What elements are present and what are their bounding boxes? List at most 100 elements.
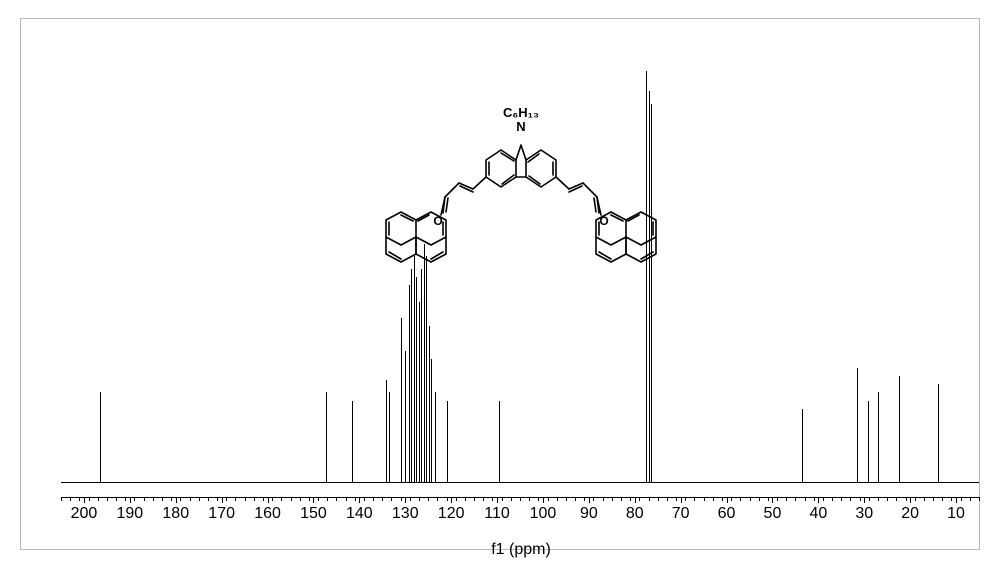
x-minor-tick	[180, 497, 181, 501]
x-minor-tick	[107, 497, 108, 501]
x-tick-mark	[864, 497, 865, 503]
x-minor-tick	[318, 497, 319, 501]
x-minor-tick	[410, 497, 411, 501]
x-minor-tick	[79, 497, 80, 501]
peak	[857, 368, 858, 483]
x-minor-tick	[245, 497, 246, 501]
x-tick-mark	[956, 497, 957, 503]
x-minor-tick	[401, 497, 402, 501]
x-minor-tick	[731, 497, 732, 501]
x-tick-label: 70	[672, 505, 690, 523]
x-tick-mark	[130, 497, 131, 503]
x-tick-mark	[359, 497, 360, 503]
x-tick-label: 50	[764, 505, 782, 523]
x-minor-tick	[777, 497, 778, 501]
x-tick-label: 200	[71, 505, 98, 523]
x-minor-tick	[658, 497, 659, 501]
peak	[868, 401, 869, 483]
x-tick-label: 80	[626, 505, 644, 523]
x-minor-tick	[272, 497, 273, 501]
x-tick-label: 110	[484, 505, 510, 523]
x-minor-tick	[961, 497, 962, 501]
x-tick-mark	[84, 497, 85, 503]
x-minor-tick	[768, 497, 769, 501]
x-minor-tick	[795, 497, 796, 501]
n-label: N	[516, 119, 525, 134]
x-tick-mark	[772, 497, 773, 503]
x-minor-tick	[639, 497, 640, 501]
x-minor-tick	[199, 497, 200, 501]
x-minor-tick	[483, 497, 484, 501]
x-minor-tick	[823, 497, 824, 501]
x-tick-mark	[727, 497, 728, 503]
x-minor-tick	[740, 497, 741, 501]
x-tick-mark	[222, 497, 223, 503]
peak	[447, 401, 448, 483]
x-minor-tick	[291, 497, 292, 501]
x-minor-tick	[226, 497, 227, 501]
x-minor-tick	[676, 497, 677, 501]
x-minor-tick	[566, 497, 567, 501]
x-minor-tick	[575, 497, 576, 501]
x-tick-mark	[405, 497, 406, 503]
x-minor-tick	[235, 497, 236, 501]
x-minor-tick	[593, 497, 594, 501]
x-minor-tick	[786, 497, 787, 501]
x-minor-tick	[382, 497, 383, 501]
x-minor-tick	[630, 497, 631, 501]
x-minor-tick	[713, 497, 714, 501]
x-minor-tick	[70, 497, 71, 501]
peak	[938, 384, 939, 483]
x-minor-tick	[584, 497, 585, 501]
x-minor-tick	[190, 497, 191, 501]
x-tick-label: 30	[855, 505, 873, 523]
x-minor-tick	[511, 497, 512, 501]
x-tick-label: 120	[438, 505, 465, 523]
x-minor-tick	[217, 497, 218, 501]
x-minor-tick	[144, 497, 145, 501]
peak	[499, 401, 500, 483]
baseline	[61, 482, 979, 483]
x-minor-tick	[254, 497, 255, 501]
chemical-structure: N C₆H₁₃ O O	[311, 65, 731, 315]
x-minor-tick	[814, 497, 815, 501]
x-minor-tick	[364, 497, 365, 501]
x-tick-mark	[543, 497, 544, 503]
x-tick-mark	[818, 497, 819, 503]
x-axis-title: f1 (ppm)	[21, 541, 1000, 559]
plot-frame: N C₆H₁₃ O O 2001901801701601501401301201…	[20, 18, 980, 550]
peak	[401, 318, 402, 483]
x-minor-tick	[391, 497, 392, 501]
x-minor-tick	[850, 497, 851, 501]
x-minor-tick	[915, 497, 916, 501]
x-minor-tick	[456, 497, 457, 501]
x-minor-tick	[355, 497, 356, 501]
peak	[326, 392, 327, 483]
peak	[878, 392, 879, 483]
x-minor-tick	[428, 497, 429, 501]
x-tick-label: 100	[530, 505, 557, 523]
x-tick-label: 10	[947, 505, 965, 523]
x-minor-tick	[520, 497, 521, 501]
peak	[899, 376, 900, 483]
peak	[389, 392, 390, 483]
x-minor-tick	[942, 497, 943, 501]
o-left: O	[433, 214, 442, 228]
peak	[405, 351, 406, 483]
x-tick-mark	[681, 497, 682, 503]
x-minor-tick	[722, 497, 723, 501]
x-minor-tick	[685, 497, 686, 501]
x-minor-tick	[841, 497, 842, 501]
x-minor-tick	[896, 497, 897, 501]
x-minor-tick	[208, 497, 209, 501]
x-minor-tick	[162, 497, 163, 501]
x-tick-label: 170	[208, 505, 235, 523]
x-minor-tick	[951, 497, 952, 501]
x-minor-tick	[538, 497, 539, 501]
x-tick-label: 140	[346, 505, 373, 523]
x-minor-tick	[557, 497, 558, 501]
x-tick-mark	[313, 497, 314, 503]
x-tick-mark	[497, 497, 498, 503]
x-minor-tick	[759, 497, 760, 501]
x-minor-tick	[906, 497, 907, 501]
